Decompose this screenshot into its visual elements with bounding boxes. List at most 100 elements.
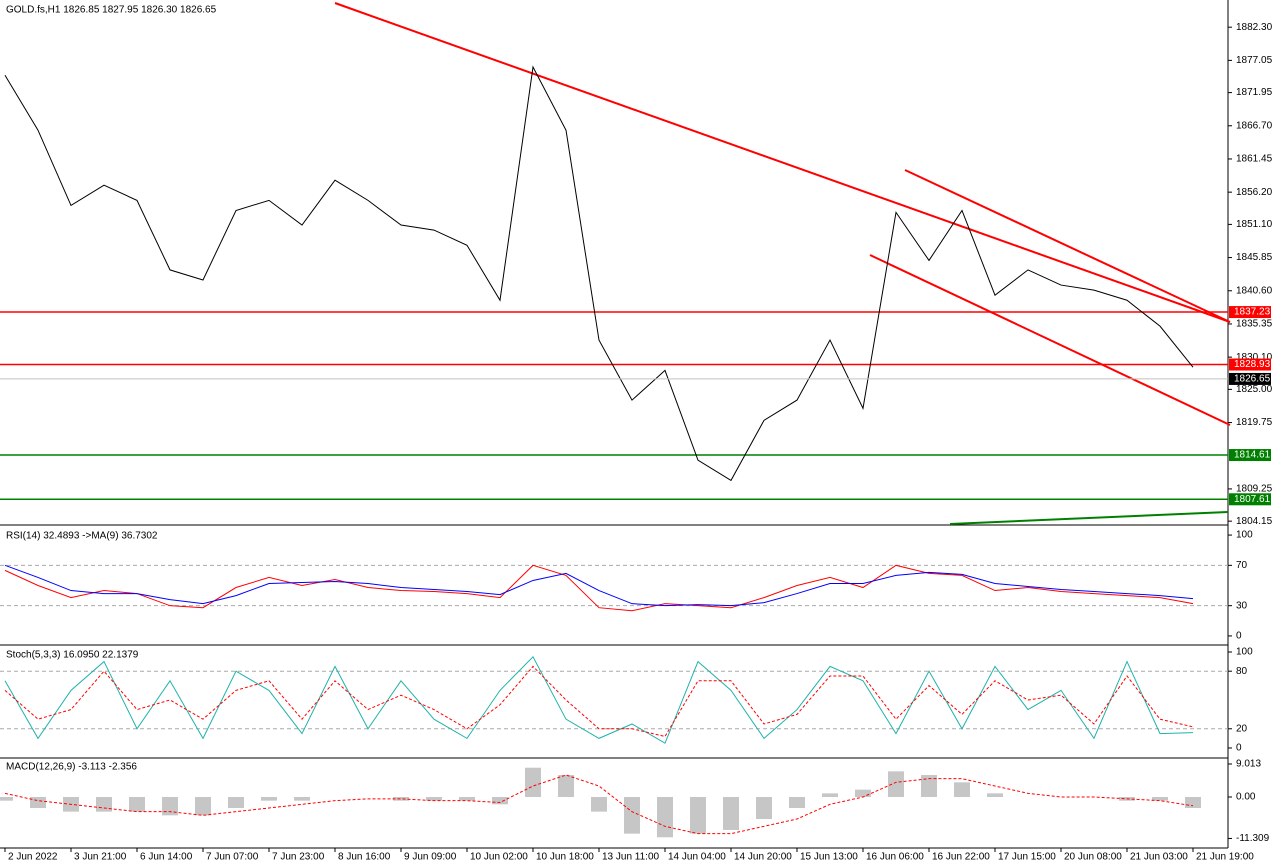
y-tick-label: 1835.35 xyxy=(1236,319,1273,330)
histogram-bar xyxy=(822,793,838,798)
y-tick-label: 1830.10 xyxy=(1236,352,1273,363)
histogram-bar xyxy=(690,797,706,834)
x-tick-label: 15 Jun 13:00 xyxy=(800,852,858,863)
histogram-bar xyxy=(789,797,805,808)
histogram-bar xyxy=(723,797,739,830)
histogram-bar xyxy=(228,797,244,808)
level-label: 1814.61 xyxy=(1234,450,1271,461)
histogram-bar xyxy=(921,775,937,798)
histogram-bar xyxy=(492,797,508,805)
x-tick-label: 7 Jun 23:00 xyxy=(272,852,325,863)
x-tick-label: 16 Jun 06:00 xyxy=(866,852,924,863)
histogram-bar xyxy=(954,782,970,798)
indicator-line xyxy=(4,665,1194,738)
indicator-line xyxy=(4,564,1194,607)
y-tick-label: 1819.75 xyxy=(1236,417,1273,428)
histogram-bar xyxy=(195,797,211,816)
histogram-bar xyxy=(987,793,1003,798)
level-label: 1837.23 xyxy=(1234,307,1271,318)
level-label-box xyxy=(1229,493,1271,506)
y-tick-label: 1825.00 xyxy=(1236,384,1273,395)
y-tick-label: 1882.30 xyxy=(1236,22,1273,33)
indicator-line xyxy=(4,655,1194,744)
last-price-box xyxy=(1229,372,1271,385)
y-tick-label: 100 xyxy=(1236,647,1253,658)
x-tick-label: 6 Jun 14:00 xyxy=(140,852,193,863)
x-tick-label: 21 Jun 19:00 xyxy=(1196,852,1254,863)
y-tick-label: 30 xyxy=(1236,600,1248,611)
y-tick-label: 1840.60 xyxy=(1236,285,1273,296)
histogram-bar xyxy=(426,797,442,801)
y-tick-label: 0.00 xyxy=(1236,792,1256,803)
histogram-bar xyxy=(1152,797,1168,801)
y-tick-label: 100 xyxy=(1236,530,1253,541)
y-tick-label: 1871.95 xyxy=(1236,87,1273,98)
level-label: 1807.61 xyxy=(1234,494,1271,505)
x-tick-label: 13 Jun 11:00 xyxy=(602,852,660,863)
y-tick-label: 0 xyxy=(1236,631,1242,642)
indicator-line xyxy=(4,564,1194,612)
histogram-bar xyxy=(525,767,541,798)
x-tick-label: 10 Jun 02:00 xyxy=(470,852,528,863)
x-tick-label: 3 Jun 21:00 xyxy=(74,852,127,863)
histogram-bar xyxy=(558,775,574,798)
level-label-box xyxy=(1229,358,1271,371)
level-label-box xyxy=(1229,449,1271,462)
histogram-bar xyxy=(459,797,475,801)
price-line xyxy=(4,65,1194,482)
channel-upper xyxy=(904,169,1231,323)
macd-title: MACD(12,26,9) -3.113 -2.356 xyxy=(6,762,137,773)
histogram-bar xyxy=(162,797,178,816)
level-label-box xyxy=(1229,306,1271,319)
rsi-title: RSI(14) 32.4893 ->MA(9) 36.7302 xyxy=(6,531,158,542)
histogram-bar xyxy=(1185,797,1201,808)
y-tick-label: 1845.85 xyxy=(1236,252,1273,263)
x-tick-label: 2 Jun 2022 xyxy=(8,852,58,863)
y-tick-label: 1851.10 xyxy=(1236,219,1273,230)
histogram-bar xyxy=(855,789,871,798)
y-tick-label: 1809.25 xyxy=(1236,484,1273,495)
y-tick-label: 0 xyxy=(1236,743,1242,754)
y-tick-label: 20 xyxy=(1236,723,1248,734)
x-tick-label: 16 Jun 22:00 xyxy=(932,852,990,863)
y-tick-label: 1861.45 xyxy=(1236,154,1273,165)
histogram-bar xyxy=(393,797,409,801)
trend-line xyxy=(334,2,1231,323)
y-tick-label: -11.309 xyxy=(1236,833,1270,844)
y-tick-label: 1804.15 xyxy=(1236,516,1273,527)
y-tick-label: 80 xyxy=(1236,666,1248,677)
last-price-label: 1826.65 xyxy=(1234,374,1271,385)
x-tick-label: 8 Jun 16:00 xyxy=(338,852,391,863)
x-tick-label: 10 Jun 18:00 xyxy=(536,852,594,863)
y-tick-label: 9.013 xyxy=(1236,759,1261,770)
histogram-bar xyxy=(129,797,145,812)
x-tick-label: 14 Jun 20:00 xyxy=(734,852,792,863)
y-tick-label: 1866.70 xyxy=(1236,120,1273,131)
x-tick-label: 14 Jun 04:00 xyxy=(668,852,726,863)
x-tick-label: 9 Jun 09:00 xyxy=(404,852,457,863)
y-tick-label: 1856.20 xyxy=(1236,187,1273,198)
histogram-bar xyxy=(591,797,607,812)
histogram-bar xyxy=(888,771,904,798)
chart-title: GOLD.fs,H1 1826.85 1827.95 1826.30 1826.… xyxy=(6,5,217,16)
x-tick-label: 20 Jun 08:00 xyxy=(1064,852,1122,863)
x-tick-label: 17 Jun 15:00 xyxy=(998,852,1056,863)
x-tick-label: 21 Jun 03:00 xyxy=(1130,852,1188,863)
histogram-bar xyxy=(0,797,13,801)
histogram-bar xyxy=(261,797,277,801)
level-label: 1828.93 xyxy=(1234,359,1271,370)
y-tick-label: 1877.05 xyxy=(1236,55,1273,66)
indicator-line xyxy=(4,774,1194,835)
histogram-bar xyxy=(294,797,310,801)
histogram-bar xyxy=(96,797,112,812)
stoch-title: Stoch(5,3,3) 16.0950 22.1379 xyxy=(6,650,139,661)
histogram-bar xyxy=(624,797,640,834)
support-trend-line xyxy=(949,511,1229,525)
histogram-bar xyxy=(657,797,673,838)
y-tick-label: 70 xyxy=(1236,560,1248,571)
channel-lower xyxy=(869,254,1231,426)
x-tick-label: 7 Jun 07:00 xyxy=(206,852,259,863)
histogram-bar xyxy=(30,797,46,808)
